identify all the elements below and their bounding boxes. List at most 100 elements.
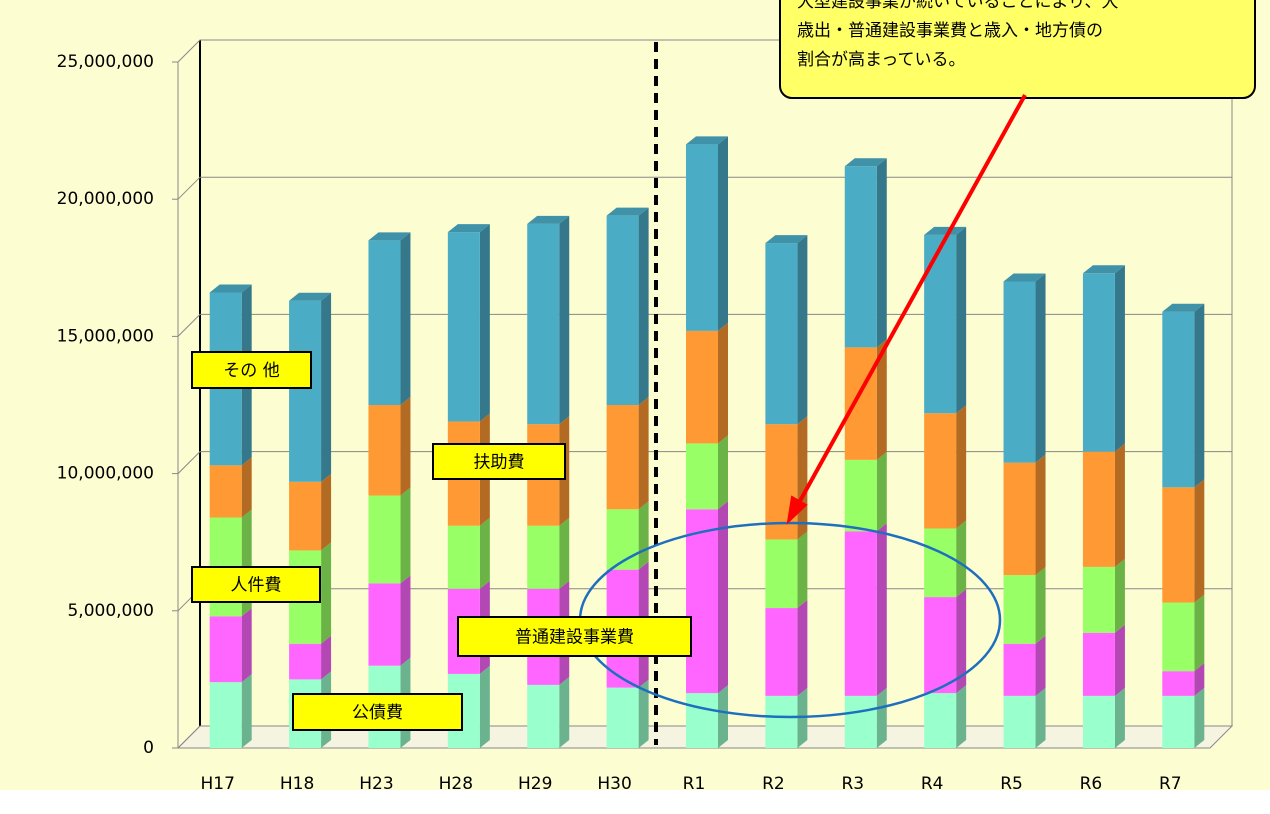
bar-segment: [1162, 671, 1195, 696]
bar-segment: [924, 693, 957, 748]
bar-segment: [686, 443, 718, 510]
bar-segment: [1162, 311, 1195, 488]
y-tick-label: 20,000,000: [57, 189, 154, 209]
bar-side: [559, 676, 570, 748]
bar-top: [209, 284, 252, 293]
bar-segment: [1003, 643, 1036, 696]
bar-segment: [289, 643, 322, 680]
bar-side: [241, 608, 252, 683]
bar-segment: [209, 465, 242, 518]
bar-side: [718, 501, 728, 694]
bar-side: [479, 665, 490, 748]
bar-segment: [1162, 695, 1195, 748]
bar-side: [638, 207, 649, 405]
bar-side: [638, 679, 649, 748]
bar-side: [321, 292, 332, 482]
bar-side: [400, 232, 411, 405]
bar-segment: [527, 223, 560, 425]
x-tick-label: R5: [1000, 774, 1023, 794]
bar-side: [956, 226, 967, 414]
bar-side: [400, 487, 411, 584]
bar-segment: [447, 525, 480, 589]
bar-side: [1194, 687, 1205, 748]
bar-side: [1114, 624, 1125, 696]
bar-side: [718, 435, 728, 510]
bar-segment: [368, 583, 401, 666]
bar-segment: [686, 330, 718, 444]
x-tick-label: R7: [1159, 774, 1182, 794]
bar-segment: [606, 215, 639, 405]
bar-segment: [447, 232, 480, 422]
grid-line: [177, 451, 1232, 474]
bar-segment: [527, 684, 560, 748]
bar-top: [289, 292, 332, 301]
bar-top: [368, 232, 411, 241]
callout-text: 大型建設事業が続いていることにより、大: [797, 0, 1118, 12]
bar-segment: [1082, 695, 1115, 748]
x-tick-label: H23: [359, 774, 393, 794]
bar-side: [1035, 273, 1046, 463]
bar-side: [876, 523, 887, 696]
bar-side: [638, 501, 649, 570]
bar-segment: [1082, 451, 1115, 567]
bar-top: [686, 136, 728, 145]
bar-side: [1114, 558, 1125, 633]
series-label: その 他: [223, 361, 279, 381]
bar-segment: [844, 166, 877, 348]
bar-top: [1162, 303, 1205, 312]
grid-line: [177, 725, 1232, 749]
bar-side: [1194, 663, 1205, 696]
bar-segment: [924, 234, 957, 414]
bar-side: [718, 685, 728, 748]
callout-text: 歳出・普通建設事業費と歳入・地方債の: [797, 21, 1103, 41]
bar-side: [241, 457, 252, 518]
series-label: 人件費: [231, 576, 282, 596]
bar-segment: [686, 509, 718, 694]
bar-top: [1082, 265, 1125, 274]
bar-segment: [765, 539, 798, 609]
bar-side: [241, 674, 252, 748]
bar-top: [527, 215, 570, 224]
x-tick-label: R6: [1080, 774, 1103, 794]
x-tick-label: R1: [683, 774, 706, 794]
bar-side: [400, 575, 411, 666]
bar-side: [1194, 479, 1205, 603]
bar-side: [718, 136, 728, 331]
bar-side: [559, 517, 570, 589]
bar-side: [797, 416, 808, 540]
bar-side: [956, 685, 967, 748]
bar-side: [797, 235, 808, 425]
bar-segment: [606, 509, 639, 570]
bar-segment: [765, 608, 798, 696]
bar-side: [1194, 594, 1205, 672]
bar-side: [956, 520, 967, 598]
y-tick-label: 25,000,000: [57, 52, 154, 72]
bar-segment: [1003, 462, 1036, 576]
bar-top: [844, 158, 887, 167]
series-label-box: [292, 693, 463, 731]
bar-segment: [209, 616, 242, 683]
bar-segment: [1082, 566, 1115, 633]
bar-side: [797, 600, 808, 696]
series-label: 普通建設事業費: [515, 628, 634, 648]
bar-segment: [289, 481, 322, 551]
bar-side: [876, 158, 887, 348]
bar-segment: [844, 347, 877, 460]
bar-segment: [289, 300, 322, 482]
bar-top: [1003, 273, 1046, 282]
bar-segment: [606, 405, 639, 510]
series-label: 扶助費: [474, 453, 525, 473]
bar-segment: [1162, 602, 1195, 672]
x-tick-label: H18: [280, 774, 314, 794]
grid-line: [177, 176, 1232, 200]
x-tick-label: H28: [439, 774, 473, 794]
bar-side: [321, 473, 332, 551]
y-tick-label: 0: [143, 738, 154, 758]
bar-side: [479, 517, 490, 589]
bar-segment: [1082, 273, 1115, 452]
bar-side: [1114, 443, 1125, 567]
bar-side: [797, 531, 808, 609]
bar-segment: [765, 243, 798, 425]
series-label: 公債費: [352, 703, 403, 723]
bar-side: [956, 589, 967, 694]
